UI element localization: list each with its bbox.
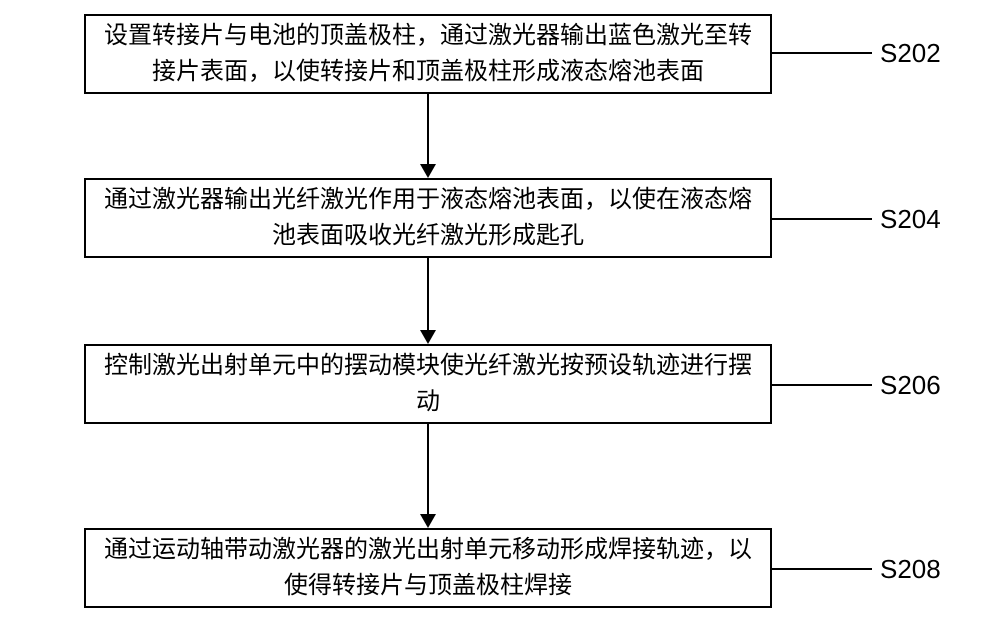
flowchart-canvas: 设置转接片与电池的顶盖极柱，通过激光器输出蓝色激光至转接片表面，以使转接片和顶盖…	[0, 0, 1000, 638]
connector-s206-s208	[427, 424, 429, 514]
label-tick-s208	[772, 568, 872, 570]
arrow-s204-s206	[420, 330, 436, 344]
step-text-s206: 控制激光出射单元中的摆动模块使光纤激光按预设轨迹进行摆动	[100, 348, 756, 420]
step-box-s206: 控制激光出射单元中的摆动模块使光纤激光按预设轨迹进行摆动	[84, 344, 772, 424]
label-tick-s202	[772, 52, 872, 54]
step-label-s208: S208	[880, 554, 941, 585]
connector-s204-s206	[427, 258, 429, 330]
step-box-s208: 通过运动轴带动激光器的激光出射单元移动形成焊接轨迹，以使得转接片与顶盖极柱焊接	[84, 528, 772, 608]
step-text-s202: 设置转接片与电池的顶盖极柱，通过激光器输出蓝色激光至转接片表面，以使转接片和顶盖…	[100, 18, 756, 90]
step-box-s204: 通过激光器输出光纤激光作用于液态熔池表面，以使在液态熔池表面吸收光纤激光形成匙孔	[84, 178, 772, 258]
label-tick-s204	[772, 218, 872, 220]
connector-s202-s204	[427, 94, 429, 164]
arrow-s202-s204	[420, 164, 436, 178]
step-label-s202: S202	[880, 38, 941, 69]
step-label-s204: S204	[880, 204, 941, 235]
label-tick-s206	[772, 384, 872, 386]
step-text-s204: 通过激光器输出光纤激光作用于液态熔池表面，以使在液态熔池表面吸收光纤激光形成匙孔	[100, 182, 756, 254]
step-label-s206: S206	[880, 370, 941, 401]
step-text-s208: 通过运动轴带动激光器的激光出射单元移动形成焊接轨迹，以使得转接片与顶盖极柱焊接	[100, 532, 756, 604]
arrow-s206-s208	[420, 514, 436, 528]
step-box-s202: 设置转接片与电池的顶盖极柱，通过激光器输出蓝色激光至转接片表面，以使转接片和顶盖…	[84, 14, 772, 94]
